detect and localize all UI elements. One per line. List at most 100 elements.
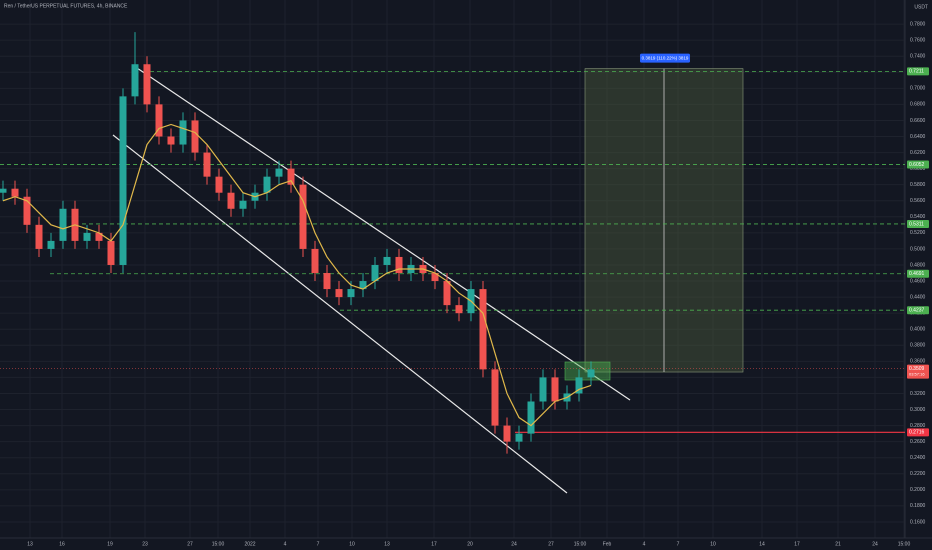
candle-body [587, 369, 595, 378]
candle-body [539, 377, 547, 402]
candle-body [479, 289, 487, 370]
level-tag [907, 306, 929, 315]
currency: USDT [914, 4, 928, 10]
level-tag [907, 219, 929, 228]
candle-body [239, 200, 247, 209]
level-label: 0.7211 [909, 69, 924, 75]
x-tick-label: 27 [548, 541, 554, 547]
candle-body [143, 64, 151, 105]
candle-body [107, 240, 115, 265]
candle-body [155, 104, 163, 137]
candle-body [443, 281, 451, 306]
candle-body [359, 281, 367, 290]
y-tick-label: 0.4800 [910, 262, 926, 268]
candle-body [191, 120, 199, 153]
candle-body [503, 425, 511, 442]
y-tick-label: 0.3800 [910, 343, 926, 349]
y-tick-label: 0.5200 [910, 230, 926, 236]
y-tick-label: 0.7400 [910, 54, 926, 60]
candle-body [311, 248, 319, 274]
x-tick-label: 13 [384, 541, 390, 547]
candle-body [575, 377, 583, 394]
candle-body [527, 401, 535, 434]
support-tag [907, 428, 929, 437]
candle-body [323, 273, 331, 290]
candle-body [395, 256, 403, 274]
y-tick-label: 0.2400 [910, 455, 926, 461]
x-tick-label: 2022 [244, 541, 255, 547]
x-tick-label: 13 [27, 541, 33, 547]
channel-lower [112, 134, 568, 494]
last-price-label: 0.3509 [909, 366, 925, 372]
last-price-tag [907, 364, 929, 379]
support-label: 0.2716 [909, 430, 925, 436]
x-tick-label: 21 [835, 541, 841, 547]
level-label: 0.4691 [909, 271, 925, 277]
x-tick-label: 17 [431, 541, 437, 547]
y-tick-label: 0.3200 [910, 391, 926, 397]
level-tag [907, 269, 929, 278]
x-tick-label: 10 [710, 541, 716, 547]
y-tick-label: 0.5000 [910, 246, 926, 252]
x-tick-label: 23 [142, 541, 148, 547]
y-tick-label: 0.5400 [910, 214, 926, 220]
candle-body [515, 433, 523, 442]
candle-body [491, 369, 499, 426]
candle-body [119, 96, 127, 265]
candle-body [95, 232, 103, 241]
y-tick-label: 0.3600 [910, 359, 926, 365]
x-tick-label: 15:00 [898, 541, 911, 547]
x-tick-label: 14 [759, 541, 765, 547]
candle-body [215, 176, 223, 193]
candle-body [371, 264, 379, 282]
x-tick-label: 17 [794, 541, 800, 547]
x-tick-label: 27 [187, 541, 193, 547]
candle-body [227, 192, 235, 209]
candle-body [203, 152, 211, 177]
y-tick-label: 0.4400 [910, 294, 926, 300]
candle-body [275, 168, 283, 177]
x-tick-label: 16 [59, 541, 65, 547]
candle-body [263, 176, 271, 193]
x-tick-label: 24 [872, 541, 878, 547]
x-tick-label: 15:00 [212, 541, 225, 547]
candle-body [179, 120, 187, 145]
y-tick-label: 0.2600 [910, 439, 926, 445]
level-label: 0.6052 [909, 162, 925, 168]
level-tag [907, 67, 929, 76]
level-tag [907, 160, 929, 169]
y-tick-label: 0.7000 [910, 86, 926, 92]
position-label-box [640, 53, 690, 63]
moving-average [2, 123, 592, 427]
y-tick-label: 0.6200 [910, 150, 926, 156]
y-tick-label: 0.3000 [910, 407, 926, 413]
candle-body [131, 64, 139, 97]
candle-body [167, 136, 175, 145]
candle-body [59, 208, 67, 241]
y-tick-label: 0.4000 [910, 327, 926, 333]
y-tick-label: 0.7600 [910, 37, 926, 43]
y-tick-label: 0.2800 [910, 423, 926, 429]
y-tick-label: 0.6400 [910, 134, 926, 140]
candle-body [431, 273, 439, 282]
candle-body [0, 188, 7, 193]
candle-body [347, 289, 355, 298]
x-tick-label: 7 [317, 541, 320, 547]
candle-body [23, 196, 31, 225]
candle-body [299, 184, 307, 249]
y-tick-label: 0.1800 [910, 503, 926, 509]
candle-body [287, 168, 295, 185]
candle-body [47, 240, 55, 249]
candle-body [83, 232, 91, 241]
candle-body [383, 256, 391, 265]
x-tick-label: Feb [603, 541, 612, 547]
y-tick-label: 0.5600 [910, 198, 926, 204]
y-tick-label: 0.6000 [910, 166, 926, 172]
y-tick-label: 0.4600 [910, 278, 926, 284]
candle-body [551, 377, 559, 402]
y-tick-label: 0.6600 [910, 118, 926, 124]
chart-title: Ren / TetherUS PERPETUAL FUTURES, 4h, BI… [4, 3, 128, 9]
x-tick-label: 15:00 [574, 541, 587, 547]
